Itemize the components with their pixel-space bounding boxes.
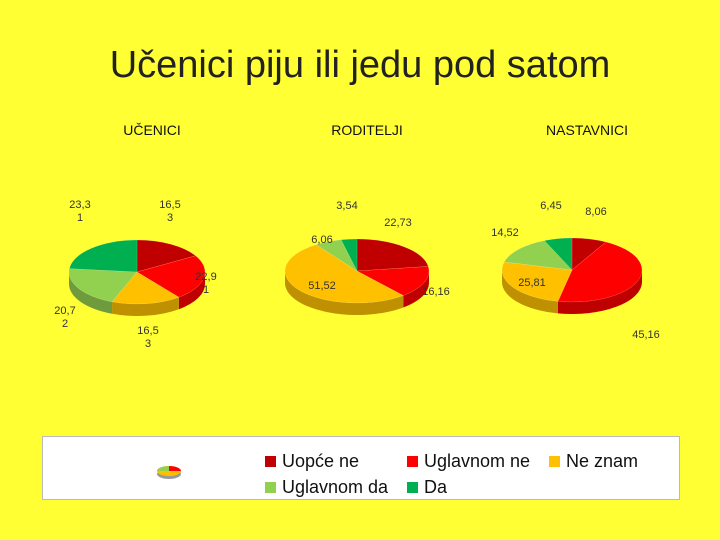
page-title: Učenici piju ili jedu pod satom (109, 44, 611, 86)
legend-swatch (265, 456, 276, 467)
chart-title-roditelji: RODITELJI (331, 122, 403, 138)
data-label: 45,16 (632, 329, 660, 341)
legend-swatch (407, 456, 418, 467)
data-label: 14,52 (491, 227, 519, 239)
data-label: 22,9 1 (195, 271, 216, 296)
data-label: 6,06 (311, 234, 332, 246)
pie-side (285, 271, 404, 315)
pie-side (112, 297, 179, 316)
pie-slice-ne-znam (284, 244, 404, 304)
data-label: 16,16 (422, 286, 450, 298)
pie-slice-da (340, 238, 358, 272)
data-label: 22,73 (384, 217, 412, 229)
pie-slice-uglavnom-da (315, 239, 358, 272)
data-label: 8,06 (585, 206, 606, 218)
pie-slice-uopće-ne (356, 238, 429, 272)
legend-swatch (549, 456, 560, 467)
pie-slice-uglavnom-da (68, 268, 138, 303)
data-label: 16,5 3 (159, 199, 180, 224)
pie-slice-ne-znam (501, 261, 573, 302)
legend-label: Uglavnom ne (424, 451, 531, 471)
data-label: 6,45 (540, 200, 561, 212)
legend-item-uopce-ne: Uopće ne (265, 451, 359, 472)
legend-label: Uopće ne (282, 451, 360, 471)
legend-label: Ne znam (566, 451, 639, 471)
legend-item-uglavnom-ne: Uglavnom ne (407, 451, 530, 472)
legend-item-uglavnom-da: Uglavnom da (265, 477, 388, 498)
chart-title-ucenici: UČENICI (123, 122, 181, 138)
legend-item-da: Da (407, 477, 447, 498)
pie-slice-ne-znam (111, 271, 180, 305)
data-label: 20,7 2 (54, 305, 75, 330)
data-label: 3,54 (336, 200, 357, 212)
chart-title-nastavnici: NASTAVNICI (546, 122, 628, 138)
pie-side (178, 272, 205, 310)
legend-swatch (407, 482, 418, 493)
pie-slice-uopće-ne (571, 237, 607, 271)
data-label: 51,52 (308, 280, 336, 292)
pie-side (403, 271, 429, 308)
pie-slice-da (69, 239, 138, 273)
legend-pie-icon (157, 466, 181, 479)
legend-label: Da (424, 477, 448, 497)
pie-side (557, 270, 642, 314)
pie-side (69, 272, 113, 314)
data-label: 16,5 3 (137, 325, 158, 350)
data-label: 25,81 (518, 277, 546, 289)
data-label: 23,3 1 (69, 199, 90, 224)
legend-swatch (265, 482, 276, 493)
pie-slice-uopće-ne (136, 239, 197, 273)
pie-slice-uglavnom-ne (356, 266, 430, 296)
pie-slice-uglavnom-ne (136, 255, 206, 298)
legend: Uopće ne Uglavnom ne Ne znam Uglavnom da… (42, 436, 680, 500)
pie-slice-da (543, 237, 573, 271)
legend-item-ne-znam: Ne znam (549, 451, 638, 472)
legend-label: Uglavnom da (282, 477, 389, 497)
pie-side (502, 270, 558, 314)
pie-slice-uglavnom-ne (557, 241, 643, 303)
pie-slice-uglavnom-da (503, 240, 573, 271)
